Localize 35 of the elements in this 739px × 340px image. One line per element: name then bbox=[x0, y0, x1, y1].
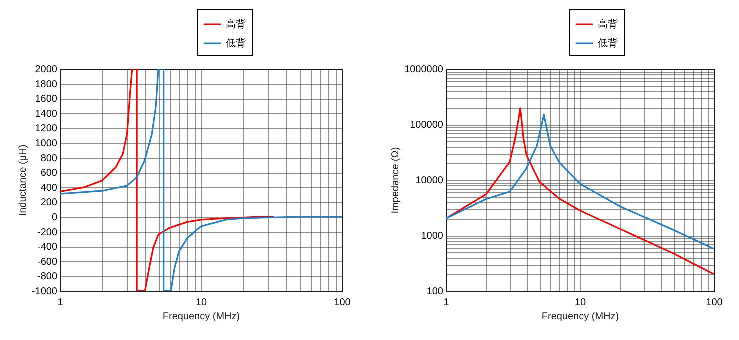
y-tick-label: 1600 bbox=[35, 94, 58, 106]
legend-label: 低背 bbox=[226, 38, 246, 50]
y-tick-label: 800 bbox=[40, 153, 58, 164]
x-tick-label: 100 bbox=[706, 298, 724, 308]
y-tick-label: -200 bbox=[37, 227, 58, 238]
y-tick-label: 1400 bbox=[35, 108, 58, 120]
legend-label: 高背 bbox=[226, 18, 246, 30]
y-axis-title: Impedance (Ω) bbox=[390, 147, 402, 214]
y-tick-label: 1800 bbox=[35, 79, 58, 90]
y-tick-label: 200 bbox=[40, 198, 58, 209]
y-tick-label: -1000 bbox=[32, 286, 58, 298]
x-tick-label: 1 bbox=[58, 298, 64, 308]
y-tick-label: 2000 bbox=[35, 64, 58, 76]
y-tick-label: 1000 bbox=[35, 138, 58, 150]
x-axis-title: Frequency (MHz) bbox=[542, 312, 620, 322]
y-tick-label: 1000000 bbox=[404, 64, 444, 76]
x-tick-label: 10 bbox=[196, 298, 208, 308]
y-axis-title: Inductance (μH) bbox=[18, 144, 29, 216]
y-tick-label: 1200 bbox=[35, 124, 58, 135]
x-tick-label: 10 bbox=[574, 298, 586, 308]
x-tick-label: 1 bbox=[444, 298, 450, 308]
y-tick-label: 10000 bbox=[416, 176, 444, 186]
y-tick-label: 1000 bbox=[421, 231, 444, 242]
legend-label: 低背 bbox=[598, 38, 618, 50]
y-tick-label: -600 bbox=[37, 256, 58, 268]
y-tick-label: -400 bbox=[37, 242, 58, 254]
y-tick-label: 400 bbox=[40, 182, 58, 194]
y-tick-label: 600 bbox=[40, 168, 58, 180]
x-tick-label: 100 bbox=[334, 298, 352, 308]
y-tick-label: 100000 bbox=[410, 120, 444, 131]
x-axis-title: Frequency (MHz) bbox=[162, 312, 240, 322]
legend-label: 高背 bbox=[598, 18, 618, 30]
y-tick-label: 100 bbox=[426, 286, 444, 298]
y-tick-label: 0 bbox=[52, 212, 58, 224]
y-tick-label: -800 bbox=[37, 272, 58, 283]
